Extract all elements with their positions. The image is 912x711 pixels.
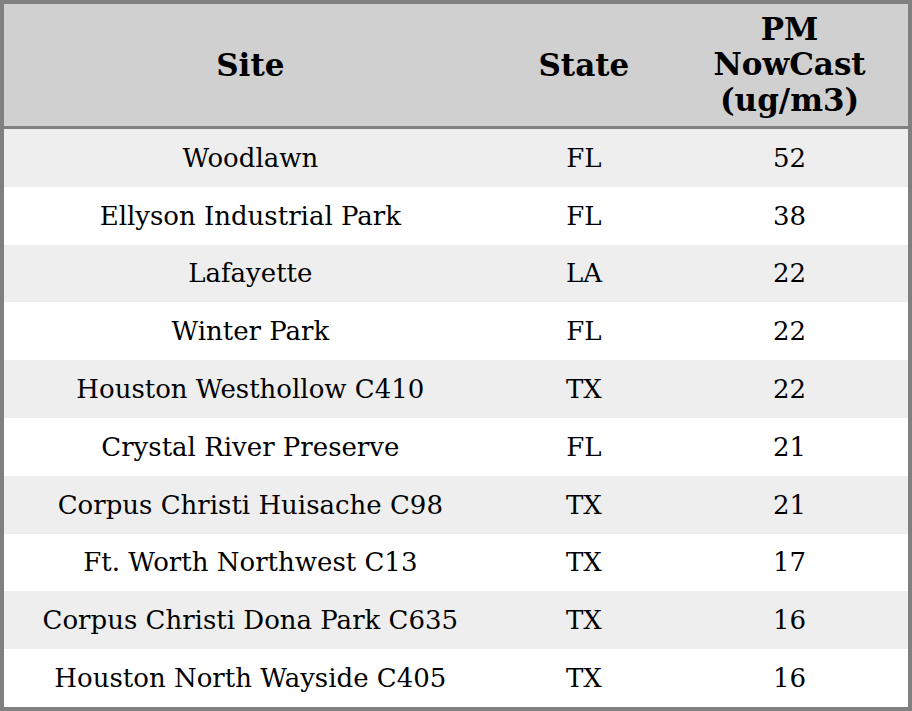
- site-cell: Corpus Christi Dona Park C635: [4, 591, 497, 649]
- state-cell: FL: [497, 418, 671, 476]
- pm-value-cell: 22: [671, 245, 908, 303]
- pm-value-cell: 21: [671, 418, 908, 476]
- site-cell: Houston Westhollow C410: [4, 360, 497, 418]
- pm-value-cell: 21: [671, 476, 908, 534]
- table-row: Ellyson Industrial Park FL 38: [4, 187, 908, 245]
- table-row: Corpus Christi Huisache C98 TX 21: [4, 476, 908, 534]
- site-cell: Crystal River Preserve: [4, 418, 497, 476]
- pm-value-cell: 17: [671, 534, 908, 592]
- table-row: Lafayette LA 22: [4, 245, 908, 303]
- site-cell: Ft. Worth Northwest C13: [4, 534, 497, 592]
- pm-value-cell: 52: [671, 129, 908, 187]
- table-row: Crystal River Preserve FL 21: [4, 418, 908, 476]
- col-header-state: State: [497, 4, 671, 126]
- pm-value-cell: 16: [671, 649, 908, 707]
- state-cell: FL: [497, 129, 671, 187]
- table-row: Corpus Christi Dona Park C635 TX 16: [4, 591, 908, 649]
- col-header-site: Site: [4, 4, 497, 126]
- state-cell: LA: [497, 245, 671, 303]
- pm-value-cell: 22: [671, 360, 908, 418]
- table-row: Houston North Wayside C405 TX 16: [4, 649, 908, 707]
- state-cell: TX: [497, 534, 671, 592]
- site-cell: Corpus Christi Huisache C98: [4, 476, 497, 534]
- state-cell: FL: [497, 187, 671, 245]
- col-header-pm-nowcast: PM NowCast (ug/m3): [671, 4, 908, 126]
- table-header-row: Site State PM NowCast (ug/m3): [4, 4, 908, 129]
- site-cell: Ellyson Industrial Park: [4, 187, 497, 245]
- table-row: Woodlawn FL 52: [4, 129, 908, 187]
- pm-value-cell: 16: [671, 591, 908, 649]
- state-cell: TX: [497, 360, 671, 418]
- state-cell: TX: [497, 591, 671, 649]
- col-header-pm-nowcast-label: PM NowCast (ug/m3): [700, 12, 880, 119]
- pm-value-cell: 22: [671, 302, 908, 360]
- state-cell: TX: [497, 476, 671, 534]
- state-cell: TX: [497, 649, 671, 707]
- site-cell: Houston North Wayside C405: [4, 649, 497, 707]
- table-row: Ft. Worth Northwest C13 TX 17: [4, 534, 908, 592]
- table-body: Woodlawn FL 52 Ellyson Industrial Park F…: [4, 129, 908, 707]
- table-row: Houston Westhollow C410 TX 22: [4, 360, 908, 418]
- site-cell: Lafayette: [4, 245, 497, 303]
- pm-nowcast-table: Site State PM NowCast (ug/m3) Woodlawn F…: [0, 0, 912, 711]
- site-cell: Woodlawn: [4, 129, 497, 187]
- pm-value-cell: 38: [671, 187, 908, 245]
- table-row: Winter Park FL 22: [4, 302, 908, 360]
- site-cell: Winter Park: [4, 302, 497, 360]
- state-cell: FL: [497, 302, 671, 360]
